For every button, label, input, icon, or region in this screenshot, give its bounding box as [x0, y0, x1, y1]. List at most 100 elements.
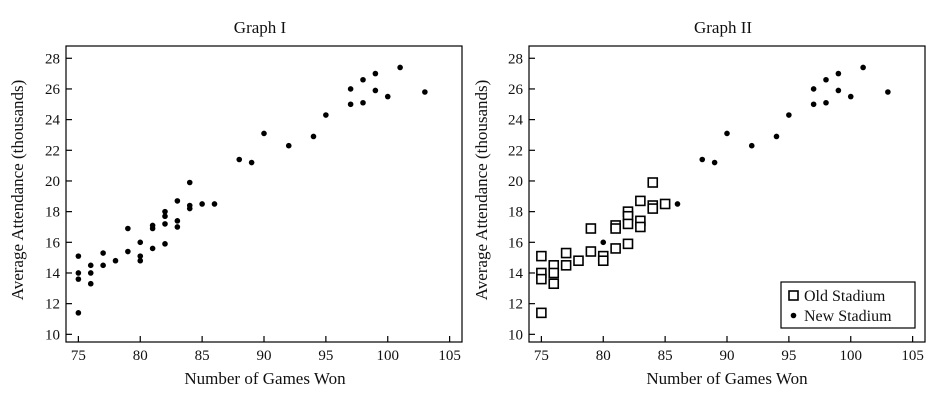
graph-2-old-stadium-point-27: [659, 198, 671, 210]
graph-2-x-tick-label-75: 75: [534, 348, 549, 364]
graph-2-new-stadium-point-10: [823, 76, 829, 83]
graph-2-new-stadium-point-14: [847, 93, 854, 100]
graph-1-point-36: [347, 86, 354, 92]
graph-2-old-stadium-point-15: [610, 223, 621, 234]
graph-2-x-tick-label-95: 95: [781, 348, 796, 364]
graph-2-y-tick-label-10: 10: [508, 327, 523, 343]
graph-2-old-stadium-point-13: [597, 255, 609, 267]
graph-2-new-stadium-point-16: [885, 89, 891, 95]
graph-2-x-ticks: 75 80 85 90 95 100 105: [534, 336, 924, 364]
graph-1-x-tick-label-90: 90: [257, 348, 272, 364]
graph-2-new-stadium-point-6: [773, 133, 780, 140]
legend-box: [780, 281, 916, 329]
legend-old-stadium-square-icon: [788, 290, 799, 301]
graph-2-y-tick-label-26: 26: [508, 82, 524, 98]
graph-2-new-stadium-point-13: [835, 87, 842, 94]
graph-1-point-44: [422, 89, 428, 95]
graph-2-old-stadium-point-9: [573, 255, 584, 267]
graph-2-old-stadium-point-7: [560, 247, 572, 259]
graph-1-x-tick-label-85: 85: [195, 348, 210, 364]
graph-1-point-8: [100, 262, 106, 269]
graph-2-old-stadium-point-23: [635, 221, 646, 233]
graph-1-point-14: [137, 257, 144, 264]
legend-new-stadium-label: New Stadium: [804, 308, 892, 325]
graph-1-title: Graph I: [234, 18, 287, 37]
graph-1-y-tick-label-18: 18: [45, 205, 60, 221]
graph-1-point-42: [384, 93, 391, 100]
graph-2-new-stadium-point-2: [699, 156, 706, 163]
graph-1-point-1: [75, 270, 82, 276]
graph-1-x-tick-label-75: 75: [71, 348, 86, 364]
legend-old-stadium-label: Old Stadium: [804, 288, 886, 305]
graph-1-point-10: [125, 225, 131, 232]
graph-1-point-22: [174, 198, 181, 204]
graph-1-y-tick-label-24: 24: [45, 113, 61, 129]
graph-2-x-tick-label-90: 90: [720, 348, 735, 364]
graph-2: Graph II Average Attendance (thousands) …: [472, 18, 926, 388]
graph-1-point-12: [137, 239, 144, 246]
graph-2-y-tick-label-16: 16: [508, 235, 524, 251]
graph-1-points: [75, 64, 428, 316]
graph-2-new-stadium-point-0: [600, 239, 607, 246]
graph-1-point-13: [137, 253, 144, 259]
graph-2-new-stadium-point-7: [786, 112, 792, 118]
graph-1-point-38: [360, 76, 366, 83]
graph-1-point-19: [162, 213, 168, 220]
graph-1-point-24: [174, 224, 181, 230]
graph-1-y-tick-label-16: 16: [45, 235, 61, 251]
graph-1-point-28: [199, 201, 205, 207]
graph-1-plot-frame: [65, 45, 463, 343]
graph-1-y-tick-label-22: 22: [45, 143, 60, 159]
graph-2-old-stadium-point-20: [622, 238, 634, 250]
graph-2-x-tick-label-105: 105: [901, 348, 924, 364]
graph-2-old-stadium-point-16: [610, 243, 621, 254]
graph-1-point-3: [75, 310, 82, 316]
graph-1-point-20: [162, 221, 168, 227]
graph-1-point-31: [248, 159, 255, 166]
graph-1-y-ticks: 10 12 14 16 18 20 22 24 26 28: [45, 51, 72, 343]
graph-2-y-tick-label-12: 12: [508, 297, 523, 313]
graph-2-y-tick-label-28: 28: [508, 51, 523, 67]
graph-1-point-25: [186, 179, 193, 186]
graph-2-x-tick-label-80: 80: [596, 348, 611, 364]
graph-1-point-43: [397, 64, 403, 71]
graph-1-point-29: [211, 201, 218, 207]
graph-1-y-tick-label-10: 10: [45, 327, 60, 343]
graph-2-x-tick-label-100: 100: [840, 348, 863, 364]
graph-1-x-tick-label-95: 95: [318, 348, 333, 364]
graph-2-ylabel: Average Attendance (thousands): [472, 80, 491, 301]
graph-2-new-stadium-point-4: [724, 130, 730, 137]
graph-1-point-32: [261, 130, 267, 137]
graph-2-y-tick-label-20: 20: [508, 174, 523, 190]
graph-1-point-9: [112, 257, 119, 264]
legend-new-stadium-dot-icon: [790, 312, 797, 319]
graph-1-point-0: [75, 253, 82, 259]
graph-1-point-7: [100, 250, 106, 256]
graph-2-y-tick-label-24: 24: [508, 113, 524, 129]
graph-2-old-stadium-point-6: [548, 278, 560, 290]
graph-2-old-stadium-point-26: [647, 203, 659, 214]
graph-2-new-stadium-point-3: [711, 159, 718, 166]
graph-1-point-40: [372, 70, 379, 77]
graph-1-point-35: [323, 112, 329, 118]
graph-2-old-stadium-point-24: [647, 177, 659, 188]
graph-1-x-tick-label-105: 105: [438, 348, 461, 364]
graph-2-old-stadium-point-21: [635, 195, 646, 207]
graph-1-x-tick-label-100: 100: [377, 348, 400, 364]
graph-2-old-stadium-point-3: [536, 307, 547, 319]
graph-2-y-tick-label-14: 14: [508, 266, 524, 282]
graph-1-point-33: [285, 142, 292, 149]
graph-1-point-30: [236, 156, 243, 163]
graph-2-points: [536, 64, 891, 319]
graph-2-xlabel: Number of Games Won: [646, 369, 808, 388]
graph-1-point-23: [174, 218, 181, 224]
graph-2-y-tick-label-18: 18: [508, 205, 523, 221]
graph-1-y-tick-label-12: 12: [45, 297, 60, 313]
graph-2-old-stadium-point-11: [585, 246, 597, 257]
graph-1-point-16: [149, 225, 156, 232]
graph-2-old-stadium-point-8: [560, 260, 572, 271]
graph-2-old-stadium-point-19: [622, 218, 634, 230]
graph-1-point-4: [87, 262, 94, 269]
graph-1-point-6: [87, 280, 94, 287]
